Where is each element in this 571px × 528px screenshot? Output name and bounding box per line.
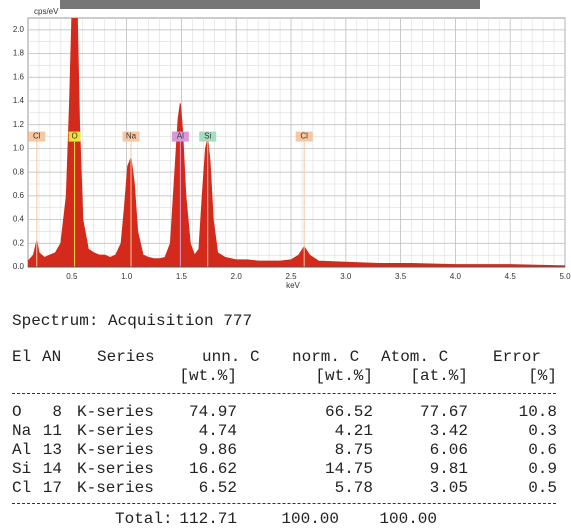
y-tick-label: 1.6 (13, 72, 25, 81)
y-tick-label: 1.0 (13, 144, 25, 153)
x-tick-label: 5.0 (559, 272, 571, 281)
table-text: AN (42, 348, 61, 366)
plot-area (28, 18, 565, 267)
table-text: 14.75 (325, 460, 373, 478)
y-tick-label: 1.8 (13, 49, 25, 58)
table-text: 66.52 (325, 403, 373, 421)
table-text: El (12, 348, 31, 366)
table-text: Na (12, 422, 31, 440)
table-text: Spectrum: Acquisition 777 (12, 312, 252, 330)
chart: cps/eV keV 0.0 0.2 0.4 0.6 0.8 1.0 1.2 1.4 1.6 1.… (0, 0, 571, 290)
table-text: 0.9 (528, 460, 557, 478)
image-strip (60, 0, 480, 9)
y-tick-label: 1.2 (13, 120, 25, 129)
y-tick-label: 1.4 (13, 96, 25, 105)
table-text: Atom. C (381, 348, 448, 366)
marker-label: O (71, 132, 77, 141)
x-tick-label: 3.5 (395, 272, 407, 281)
page: cps/eV keV 0.0 0.2 0.4 0.6 0.8 1.0 1.2 1.4 1.6 1.… (0, 0, 571, 528)
table-text: K-series (77, 441, 154, 459)
table-text: Al (12, 441, 31, 459)
table-text: 0.3 (528, 422, 557, 440)
y-tick-label: 0.0 (13, 262, 25, 271)
table-text: K-series (77, 460, 154, 478)
marker-label: Cl (300, 132, 308, 141)
table-text: 6.06 (430, 441, 468, 459)
table-text: 100.00 (379, 510, 437, 528)
table-text: K-series (77, 403, 154, 421)
separator (12, 503, 556, 504)
table-text: 3.42 (430, 422, 468, 440)
table-text: unn. C (202, 348, 260, 366)
table-text: 14 (43, 460, 62, 478)
x-tick-label: 4.0 (450, 272, 462, 281)
table-text: 4.21 (335, 422, 373, 440)
table-text: 6.52 (199, 479, 237, 497)
table-text: 17 (43, 479, 62, 497)
marker-label: Cl (33, 132, 41, 141)
y-axis-label: cps/eV (34, 7, 59, 16)
table-text: Cl (12, 479, 31, 497)
table-text: Series (97, 348, 155, 366)
x-tick-label: 0.5 (66, 272, 78, 281)
table-text: Total: (115, 510, 173, 528)
table-text: [%] (528, 367, 557, 385)
marker-label: Na (126, 132, 137, 141)
table-text: Error (493, 348, 541, 366)
table-text: 4.74 (199, 422, 237, 440)
y-tick-label: 0.6 (13, 191, 25, 200)
y-tick-label: 2.0 (13, 25, 25, 34)
table-text: [at.%] (410, 367, 468, 385)
table-text: 9.81 (430, 460, 468, 478)
table-text: K-series (77, 479, 154, 497)
table-text: 0.5 (528, 479, 557, 497)
x-tick-label: 4.5 (505, 272, 517, 281)
table-text: O (12, 403, 22, 421)
table-text: 10.8 (519, 403, 557, 421)
table-text: K-series (77, 422, 154, 440)
table-text: [wt.%] (315, 367, 373, 385)
table-text: 74.97 (189, 403, 237, 421)
table-text: 0.6 (528, 441, 557, 459)
table-text: 5.78 (335, 479, 373, 497)
x-tick-label: 1.5 (176, 272, 188, 281)
x-axis-label: keV (286, 281, 300, 290)
marker-label: Al (177, 132, 184, 141)
table-text: 16.62 (189, 460, 237, 478)
separator (12, 393, 556, 394)
result-table: Spectrum: Acquisition 777 El AN Series unn. … (0, 290, 571, 528)
table-text: norm. C (292, 348, 359, 366)
x-tick-label: 1.0 (121, 272, 133, 281)
y-tick-label: 0.8 (13, 167, 25, 176)
table-text: 9.86 (199, 441, 237, 459)
table-text: 13 (43, 441, 62, 459)
table-text: 77.67 (420, 403, 468, 421)
table-text: 8 (52, 403, 62, 421)
y-tick-label: 0.2 (13, 238, 25, 247)
y-tick-label: 0.4 (13, 215, 25, 224)
table-text: Si (12, 460, 31, 478)
table-text: 8.75 (335, 441, 373, 459)
table-text: 100.00 (281, 510, 339, 528)
marker-label: Si (204, 132, 211, 141)
table-text: 3.05 (430, 479, 468, 497)
table-text: 11 (43, 422, 62, 440)
x-tick-label: 3.0 (340, 272, 352, 281)
x-tick-label: 2.5 (285, 272, 297, 281)
x-tick-label: 2.0 (231, 272, 243, 281)
table-text: 112.71 (179, 510, 237, 528)
table-text: [wt.%] (179, 367, 237, 385)
